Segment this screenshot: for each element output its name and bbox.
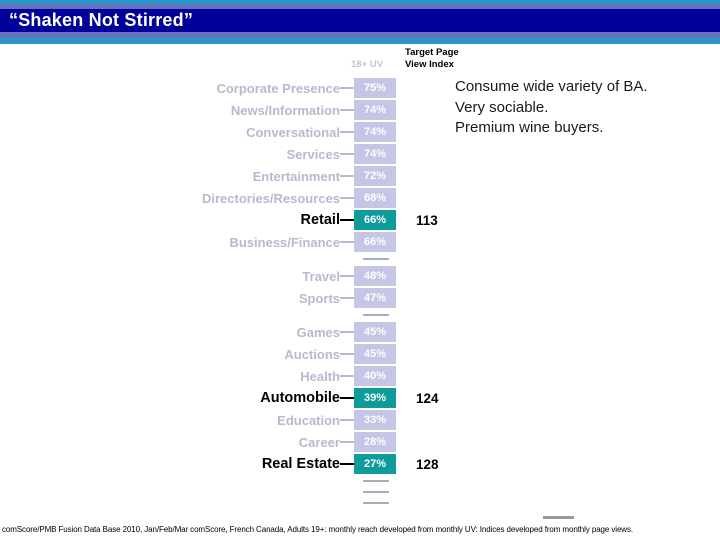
title-banner: “Shaken Not Stirred” (0, 9, 720, 32)
bar-chart: Corporate Presence 75% News/Information 74%… (0, 77, 439, 508)
chart-row: Retail 66% 113 (0, 209, 439, 231)
bar: 74% (354, 144, 396, 164)
chart-row: Sports 47% (0, 287, 439, 309)
chart-row: Conversational 74% (0, 121, 439, 143)
header-band-cyan-bottom (0, 38, 720, 44)
category-label: Games (296, 324, 340, 340)
tick-line (340, 87, 354, 89)
chart-row: Directories/Resources 68% (0, 187, 439, 209)
tick-line (340, 397, 354, 399)
tick-line (340, 275, 354, 277)
omitted-rows-gap (0, 253, 439, 265)
tick-line (340, 353, 354, 355)
category-label: Education (277, 412, 340, 428)
annotation-line-3: Premium wine buyers. (455, 119, 604, 137)
bar-highlighted: 66% (354, 210, 396, 230)
category-label: Sports (298, 290, 340, 306)
tick-line (340, 219, 354, 221)
chart-row: Health 40% (0, 365, 439, 387)
target-page-view-index-value: 124 (416, 390, 439, 406)
category-label: Career (298, 434, 340, 450)
gap-dash-icon (363, 314, 389, 316)
bar: 28% (354, 432, 396, 452)
index-column-header: Target Page View Index (405, 47, 459, 72)
chart-row: Travel 48% (0, 265, 439, 287)
omitted-rows-gap (0, 486, 439, 497)
chart-row: Entertainment 72% (0, 165, 439, 187)
annotation-line-1: Consume wide variety of BA. (455, 78, 648, 95)
category-label: Conversational (246, 124, 340, 140)
gap-dash-icon (363, 490, 389, 493)
bar: 40% (354, 366, 396, 386)
target-page-view-index-value: 113 (416, 212, 438, 228)
chart-row: Career 28% (0, 431, 439, 453)
bar: 47% (354, 288, 396, 308)
category-label: Auctions (284, 346, 340, 362)
tick-line (340, 463, 354, 465)
chart-row: Corporate Presence 75% (0, 77, 439, 99)
category-label: Entertainment (252, 168, 340, 184)
omitted-rows-gap (0, 475, 439, 486)
category-label: Retail (300, 212, 341, 228)
footer-source-note: comScore/PMB Fusion Data Base 2010, Jan/… (2, 525, 634, 534)
gap-dash-icon (363, 501, 389, 504)
annotation-line-2: Very sociable. (455, 98, 549, 116)
category-label: Services (286, 146, 341, 162)
chart-row: Real Estate 27% 128 (0, 453, 439, 475)
gap-dash-icon (363, 258, 389, 260)
tick-line (340, 131, 354, 133)
bar: 75% (354, 78, 396, 98)
category-label: Business/Finance (229, 234, 340, 250)
chart-row: Automobile 39% 124 (0, 387, 439, 409)
page-title: “Shaken Not Stirred” (9, 10, 194, 30)
omitted-rows-gap (0, 309, 439, 321)
tick-line (340, 297, 354, 299)
tick-line (340, 241, 354, 243)
tick-line (340, 375, 354, 377)
index-column-header-line2: View Index (405, 59, 454, 71)
gap-dash-icon (363, 479, 389, 482)
category-label: Directories/Resources (201, 190, 340, 206)
footer-dash (543, 516, 574, 519)
category-label: Real Estate (261, 456, 340, 472)
tick-line (340, 419, 354, 421)
bar: 66% (354, 232, 396, 252)
bar: 45% (354, 344, 396, 364)
tick-line (340, 441, 354, 443)
index-column-header-line1: Target Page (405, 47, 459, 58)
chart-row: Games 45% (0, 321, 439, 343)
tick-line (340, 197, 354, 199)
category-label: Corporate Presence (216, 80, 340, 96)
tick-line (340, 175, 354, 177)
target-page-view-index-value: 128 (416, 456, 439, 472)
bar: 74% (354, 122, 396, 142)
bar: 45% (354, 322, 396, 342)
annotation-text: Consume wide variety of BA. Very sociabl… (455, 77, 648, 139)
category-label: News/Information (230, 102, 340, 118)
chart-row: News/Information 74% (0, 99, 439, 121)
bar: 33% (354, 410, 396, 430)
bar: 68% (354, 188, 396, 208)
chart-row: Auctions 45% (0, 343, 439, 365)
category-label: Travel (302, 268, 340, 284)
tick-line (340, 331, 354, 333)
chart-row: Education 33% (0, 409, 439, 431)
category-label: Automobile (260, 390, 340, 406)
category-label: Health (300, 368, 340, 384)
uv-column-header: 18+ UV (351, 59, 383, 70)
bar: 72% (354, 166, 396, 186)
bar: 74% (354, 100, 396, 120)
bar-highlighted: 27% (354, 454, 396, 474)
bar: 48% (354, 266, 396, 286)
tick-line (340, 109, 354, 111)
bar-highlighted: 39% (354, 388, 396, 408)
header-band-periwinkle-bottom (0, 32, 720, 38)
chart-row: Services 74% (0, 143, 439, 165)
header-band-cyan-top (0, 0, 720, 4)
omitted-rows-gap (0, 497, 439, 508)
header-band-periwinkle-top (0, 4, 720, 9)
chart-row: Business/Finance 66% (0, 231, 439, 253)
tick-line (340, 153, 354, 155)
